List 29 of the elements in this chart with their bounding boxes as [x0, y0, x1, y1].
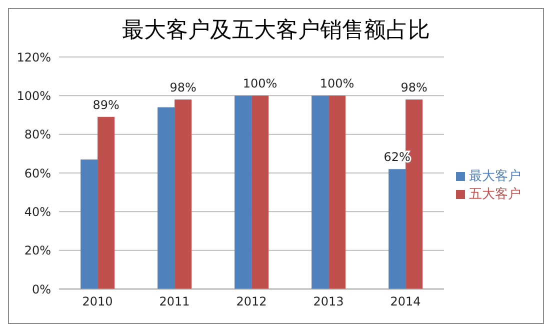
data-label: 100% [242, 76, 278, 91]
chart-title: 最大客户及五大客户销售额占比 [121, 17, 431, 45]
y-tick-label: 40% [24, 204, 51, 219]
x-tick-label: 2011 [159, 294, 190, 309]
bar [80, 159, 98, 289]
legend-label: 五大客户 [469, 187, 521, 202]
bar [252, 96, 269, 289]
y-tick-label: 100% [16, 88, 51, 103]
bar [234, 96, 252, 289]
legend-label: 最大客户 [469, 169, 521, 184]
x-tick-label: 2010 [82, 294, 113, 309]
data-label: 98% [170, 80, 196, 95]
bar [158, 107, 175, 289]
data-label: 89% [92, 98, 120, 112]
y-tick-label: 0% [32, 282, 51, 296]
bar [328, 96, 346, 289]
data-label: 100% [320, 76, 354, 91]
x-tick-label: 2013 [313, 294, 344, 309]
bar [388, 169, 406, 289]
data-label: 98% [400, 80, 428, 95]
y-tick-label: 80% [24, 128, 51, 142]
bar [312, 96, 329, 289]
y-tick-label: 20% [24, 244, 51, 258]
bar [98, 116, 115, 289]
y-tick-label: 120% [16, 50, 51, 64]
bar [174, 100, 192, 289]
y-tick-label: 60% [24, 166, 51, 180]
x-tick-label: 2014 [390, 294, 421, 309]
x-tick-label: 2012 [236, 294, 267, 309]
